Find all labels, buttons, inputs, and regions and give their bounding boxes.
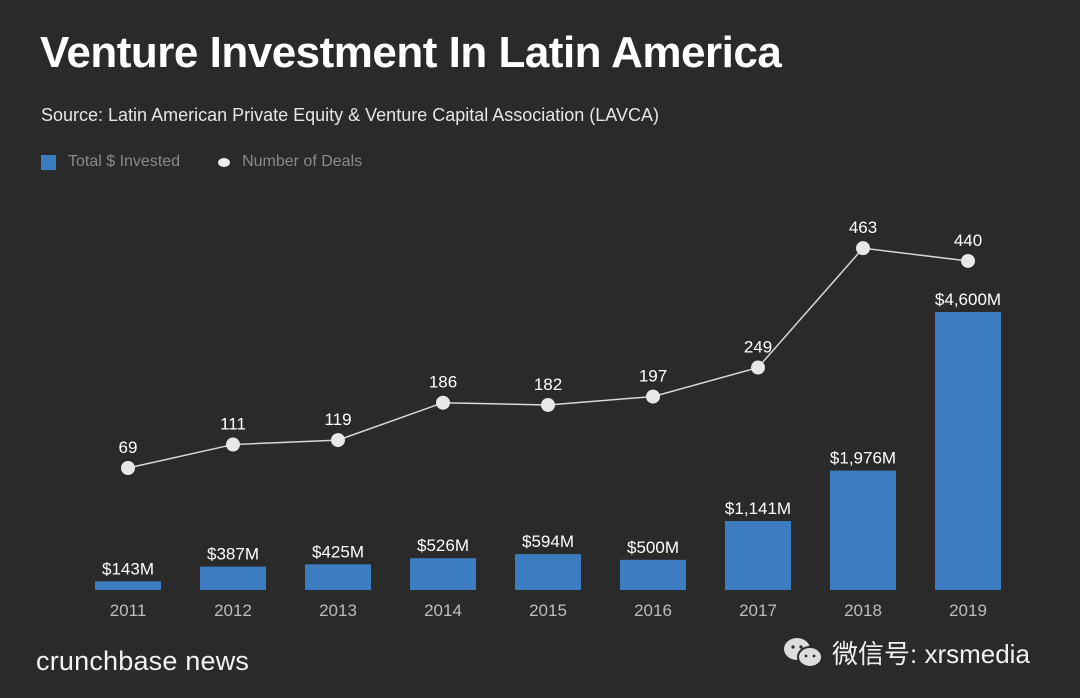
x-tick-2013: 2013 bbox=[319, 601, 357, 620]
bar-2013 bbox=[305, 564, 371, 590]
legend-line-marker bbox=[218, 157, 231, 167]
deals-label-2014: 186 bbox=[429, 373, 457, 392]
bar-label-2016: $500M bbox=[627, 538, 679, 557]
deals-point-2016 bbox=[646, 389, 660, 404]
deals-point-2017 bbox=[751, 360, 765, 375]
bar-label-2013: $425M bbox=[312, 542, 364, 561]
bar-2015 bbox=[515, 554, 581, 590]
deals-point-2012 bbox=[226, 437, 240, 452]
x-tick-2012: 2012 bbox=[214, 601, 252, 620]
watermark-text: 微信号: xrsmedia bbox=[832, 639, 1030, 669]
deals-point-2011 bbox=[121, 460, 135, 475]
deals-point-2019 bbox=[961, 253, 975, 268]
deals-label-2018: 463 bbox=[849, 218, 877, 237]
deals-label-2011: 69 bbox=[119, 438, 138, 457]
deals-label-2012: 111 bbox=[220, 415, 246, 434]
x-tick-2018: 2018 bbox=[844, 601, 882, 620]
bar-2012 bbox=[200, 566, 266, 590]
deals-point-2015 bbox=[541, 397, 555, 412]
bar-label-2015: $594M bbox=[522, 532, 574, 551]
bar-2011 bbox=[95, 581, 161, 590]
bar-label-2019: $4,600M bbox=[935, 290, 1001, 309]
x-tick-2017: 2017 bbox=[739, 601, 777, 620]
legend: Total $ Invested Number of Deals bbox=[41, 153, 362, 171]
deals-label-2019: 440 bbox=[954, 231, 982, 250]
brand-logo: crunchbase news bbox=[36, 646, 250, 676]
legend-label-invested: Total $ Invested bbox=[68, 153, 181, 170]
deals-label-2013: 119 bbox=[324, 410, 351, 429]
watermark: 微信号: xrsmedia bbox=[782, 634, 1030, 671]
deals-label-2017: 249 bbox=[744, 338, 772, 357]
x-tick-2015: 2015 bbox=[529, 601, 567, 620]
bar-label-2011: $143M bbox=[102, 559, 154, 578]
bar-2018 bbox=[830, 470, 896, 590]
bar-label-2014: $526M bbox=[417, 536, 469, 555]
bar-label-2012: $387M bbox=[207, 545, 259, 564]
bar-label-2018: $1,976M bbox=[830, 449, 896, 468]
deals-label-2015: 182 bbox=[534, 375, 562, 394]
deals-line bbox=[127, 247, 969, 469]
deals-point-2014 bbox=[436, 395, 450, 410]
bar-2017 bbox=[725, 521, 791, 590]
deals-point-2018 bbox=[856, 241, 870, 256]
deals-point-2013 bbox=[331, 433, 345, 448]
bar-2016 bbox=[620, 559, 686, 590]
chart-subtitle: Source: Latin American Private Equity & … bbox=[41, 105, 659, 125]
legend-label-deals: Number of Deals bbox=[242, 153, 363, 170]
chart-title: Venture Investment In Latin America bbox=[40, 28, 782, 77]
bar-label-2017: $1,141M bbox=[725, 499, 791, 518]
bar-2014 bbox=[410, 558, 476, 590]
deals-label-2016: 197 bbox=[639, 367, 667, 386]
x-tick-2016: 2016 bbox=[634, 601, 672, 620]
x-tick-2014: 2014 bbox=[424, 601, 462, 620]
x-tick-2011: 2011 bbox=[110, 601, 147, 620]
legend-bar-swatch bbox=[41, 154, 56, 170]
x-tick-2019: 2019 bbox=[949, 601, 987, 620]
wechat-icon bbox=[784, 637, 823, 668]
bar-2019 bbox=[935, 312, 1001, 590]
